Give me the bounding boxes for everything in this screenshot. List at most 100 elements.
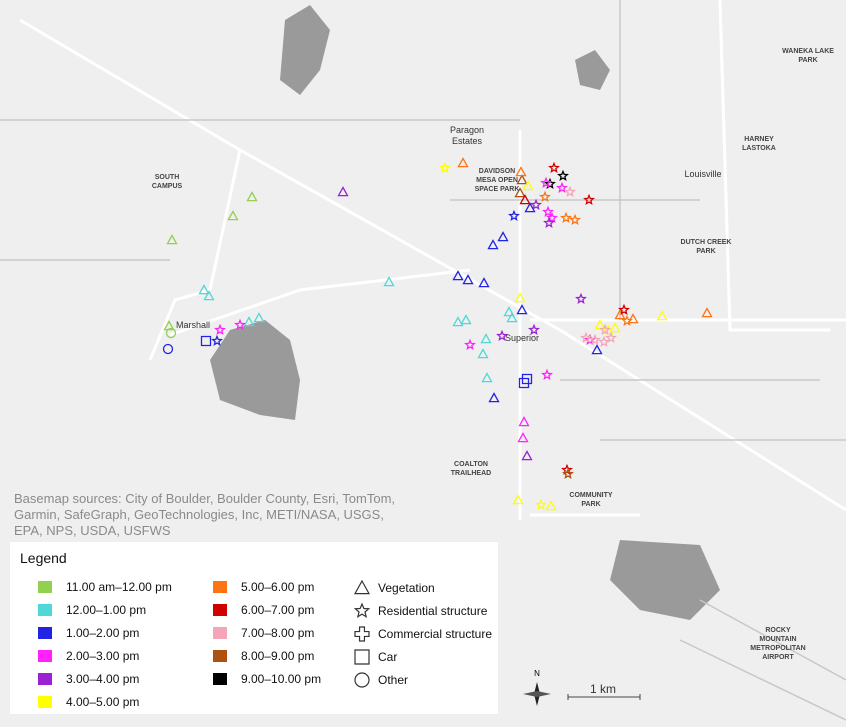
incident-marker <box>452 270 464 281</box>
roads <box>19 0 846 520</box>
incident-marker <box>478 277 490 288</box>
incident-marker <box>383 276 395 287</box>
legend-swatch <box>213 627 227 639</box>
legend-swatch <box>213 673 227 685</box>
incident-marker <box>609 322 621 333</box>
incident-marker <box>211 334 223 346</box>
legend-label: Vegetation <box>378 581 435 595</box>
source-line: EPA, NPS, USDA, USFWS <box>14 523 171 538</box>
map-label: MOUNTAIN <box>759 636 796 643</box>
map-label: COMMUNITY <box>569 492 612 499</box>
map-label: COALTON <box>454 461 488 468</box>
legend-box <box>10 542 498 714</box>
incident-marker <box>514 292 526 303</box>
map-label: PARK <box>696 248 715 255</box>
legend-label: 12.00–1.00 pm <box>66 603 146 617</box>
scale-bar: 1 km <box>567 682 641 700</box>
incident-marker <box>337 186 349 197</box>
map-label: DUTCH CREEK <box>681 239 732 246</box>
map-label: AIRPORT <box>762 654 794 661</box>
incident-marker <box>599 323 611 335</box>
incident-marker <box>528 323 540 335</box>
legend-title: Legend <box>20 550 67 566</box>
map-label: Paragon <box>450 125 484 135</box>
map-label: Louisville <box>684 169 721 179</box>
incident-marker <box>543 216 555 228</box>
incident-marker <box>166 234 178 245</box>
legend-swatch <box>213 581 227 593</box>
incident-marker <box>514 187 526 198</box>
map-label: TRAILHEAD <box>451 470 491 477</box>
map-label: Estates <box>452 136 483 146</box>
map-label: Marshall <box>176 320 210 330</box>
map-label: CAMPUS <box>152 183 183 190</box>
legend-swatch <box>38 581 52 593</box>
legend-label: 5.00–6.00 pm <box>241 580 314 594</box>
incident-marker <box>627 313 639 324</box>
legend-label: 4.00–5.00 pm <box>66 695 139 709</box>
incident-marker <box>439 161 451 173</box>
incident-marker <box>546 211 558 223</box>
incident-marker <box>198 284 210 295</box>
incident-marker <box>605 331 617 343</box>
legend-swatch <box>38 673 52 685</box>
legend-symbol <box>354 649 370 665</box>
incident-marker <box>518 377 530 389</box>
legend: 11.00 am–12.00 pm 12.00–1.00 pm 1.00–2.00 … <box>38 579 492 709</box>
incident-marker <box>481 372 493 383</box>
incident-marker <box>200 335 212 347</box>
legend-label: Commercial structure <box>378 627 492 641</box>
incident-marker <box>227 210 239 221</box>
legend-symbol <box>354 672 370 688</box>
legend-swatch <box>38 627 52 639</box>
legend-label: 9.00–10.00 pm <box>241 672 321 686</box>
incident-marker <box>575 292 587 304</box>
legend-label: 8.00–9.00 pm <box>241 649 314 663</box>
incident-marker <box>557 169 569 181</box>
incident-marker <box>497 231 509 242</box>
legend-label: 7.00–8.00 pm <box>241 626 314 640</box>
incident-marker <box>487 239 499 250</box>
incident-marker <box>618 303 630 315</box>
map-label: SOUTH <box>155 174 180 181</box>
incident-marker <box>591 344 603 355</box>
incident-marker <box>542 205 554 217</box>
incident-marker <box>163 320 175 331</box>
incident-marker <box>569 213 581 225</box>
legend-label: Car <box>378 650 397 664</box>
legend-symbol <box>353 579 371 595</box>
map-label: ROCKY <box>765 627 791 634</box>
north-label: N <box>534 669 540 678</box>
incident-marker <box>506 312 518 323</box>
incident-marker <box>583 193 595 205</box>
map-label: MESA OPEN <box>476 177 518 184</box>
map-label: SPACE PARK <box>475 186 520 193</box>
incident-marker <box>524 202 536 213</box>
incident-marker <box>246 191 258 202</box>
incident-marker <box>521 450 533 461</box>
incident-marker <box>589 333 601 345</box>
map-label: PARK <box>798 57 817 64</box>
incident-marker <box>517 432 529 443</box>
legend-swatch <box>38 604 52 616</box>
source-line: Garmin, SafeGraph, GeoTechnologies, Inc,… <box>14 507 384 522</box>
legend-swatch <box>38 696 52 708</box>
incident-marker <box>462 274 474 285</box>
incident-marker <box>452 316 464 327</box>
incident-marker <box>234 318 246 330</box>
incident-marker <box>477 348 489 359</box>
basemap-sources: Basemap sources: City of Boulder, Boulde… <box>14 491 395 538</box>
incident-marker <box>521 373 533 385</box>
incident-marker <box>548 161 560 173</box>
incident-marker <box>562 467 574 479</box>
incident-marker <box>564 185 576 197</box>
incident-marker <box>545 500 557 511</box>
map-label: LASTOKA <box>742 145 776 152</box>
incident-marker <box>518 416 530 427</box>
legend-symbol <box>353 602 371 618</box>
water-bodies <box>210 5 720 620</box>
legend-swatch <box>213 604 227 616</box>
legend-label: Other <box>378 673 408 687</box>
